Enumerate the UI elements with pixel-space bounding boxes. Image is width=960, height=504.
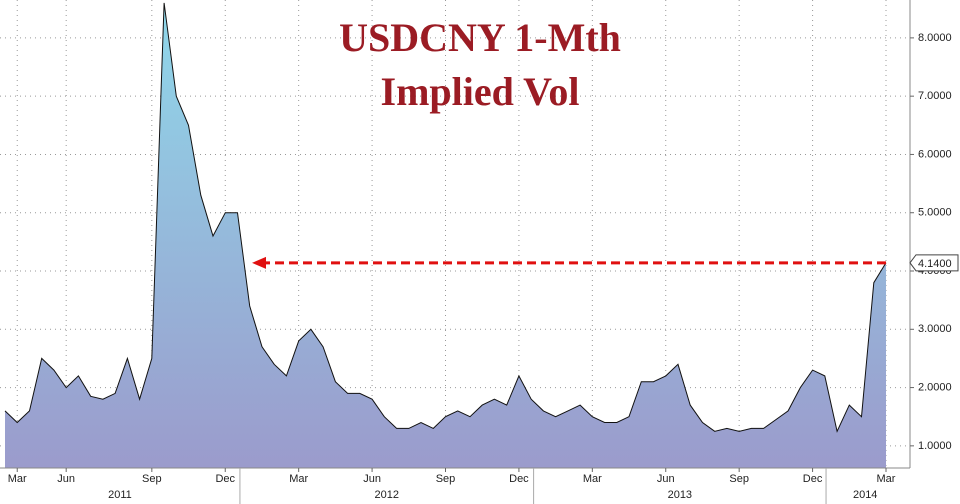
x-tick-label: Jun <box>363 473 381 485</box>
x-tick-label: Dec <box>509 473 529 485</box>
callout-arrowhead <box>252 256 266 269</box>
x-tick-label: Mar <box>8 473 27 485</box>
y-tick-label: 1.0000 <box>918 440 952 452</box>
y-tick-label: 6.0000 <box>918 148 952 160</box>
y-tick-label: 2.0000 <box>918 381 952 393</box>
x-group-label: 2012 <box>375 489 399 501</box>
callout-box <box>909 254 959 272</box>
chart-title: Implied Vol <box>381 69 580 114</box>
x-tick-label: Jun <box>57 473 75 485</box>
y-tick-label: 5.0000 <box>918 207 952 219</box>
callout-label: 4.1400 <box>918 258 952 270</box>
x-tick-label: Sep <box>436 473 456 485</box>
x-tick-label: Sep <box>729 473 749 485</box>
x-tick-label: Mar <box>877 473 896 485</box>
x-group-label: 2014 <box>853 489 877 501</box>
x-tick-label: Mar <box>583 473 602 485</box>
y-tick-label: 3.0000 <box>918 323 952 335</box>
x-tick-label: Dec <box>803 473 823 485</box>
y-tick-label: 7.0000 <box>918 90 952 102</box>
y-tick-label: 8.0000 <box>918 32 952 44</box>
x-group-label: 2013 <box>668 489 692 501</box>
x-tick-label: Sep <box>142 473 162 485</box>
x-tick-label: Jun <box>657 473 675 485</box>
x-group-label: 2011 <box>108 489 132 501</box>
chart-title: USDCNY 1-Mth <box>339 15 621 60</box>
area <box>5 2 886 469</box>
x-tick-label: Mar <box>289 473 308 485</box>
line <box>4 2 887 433</box>
x-tick-label: Dec <box>215 473 235 485</box>
